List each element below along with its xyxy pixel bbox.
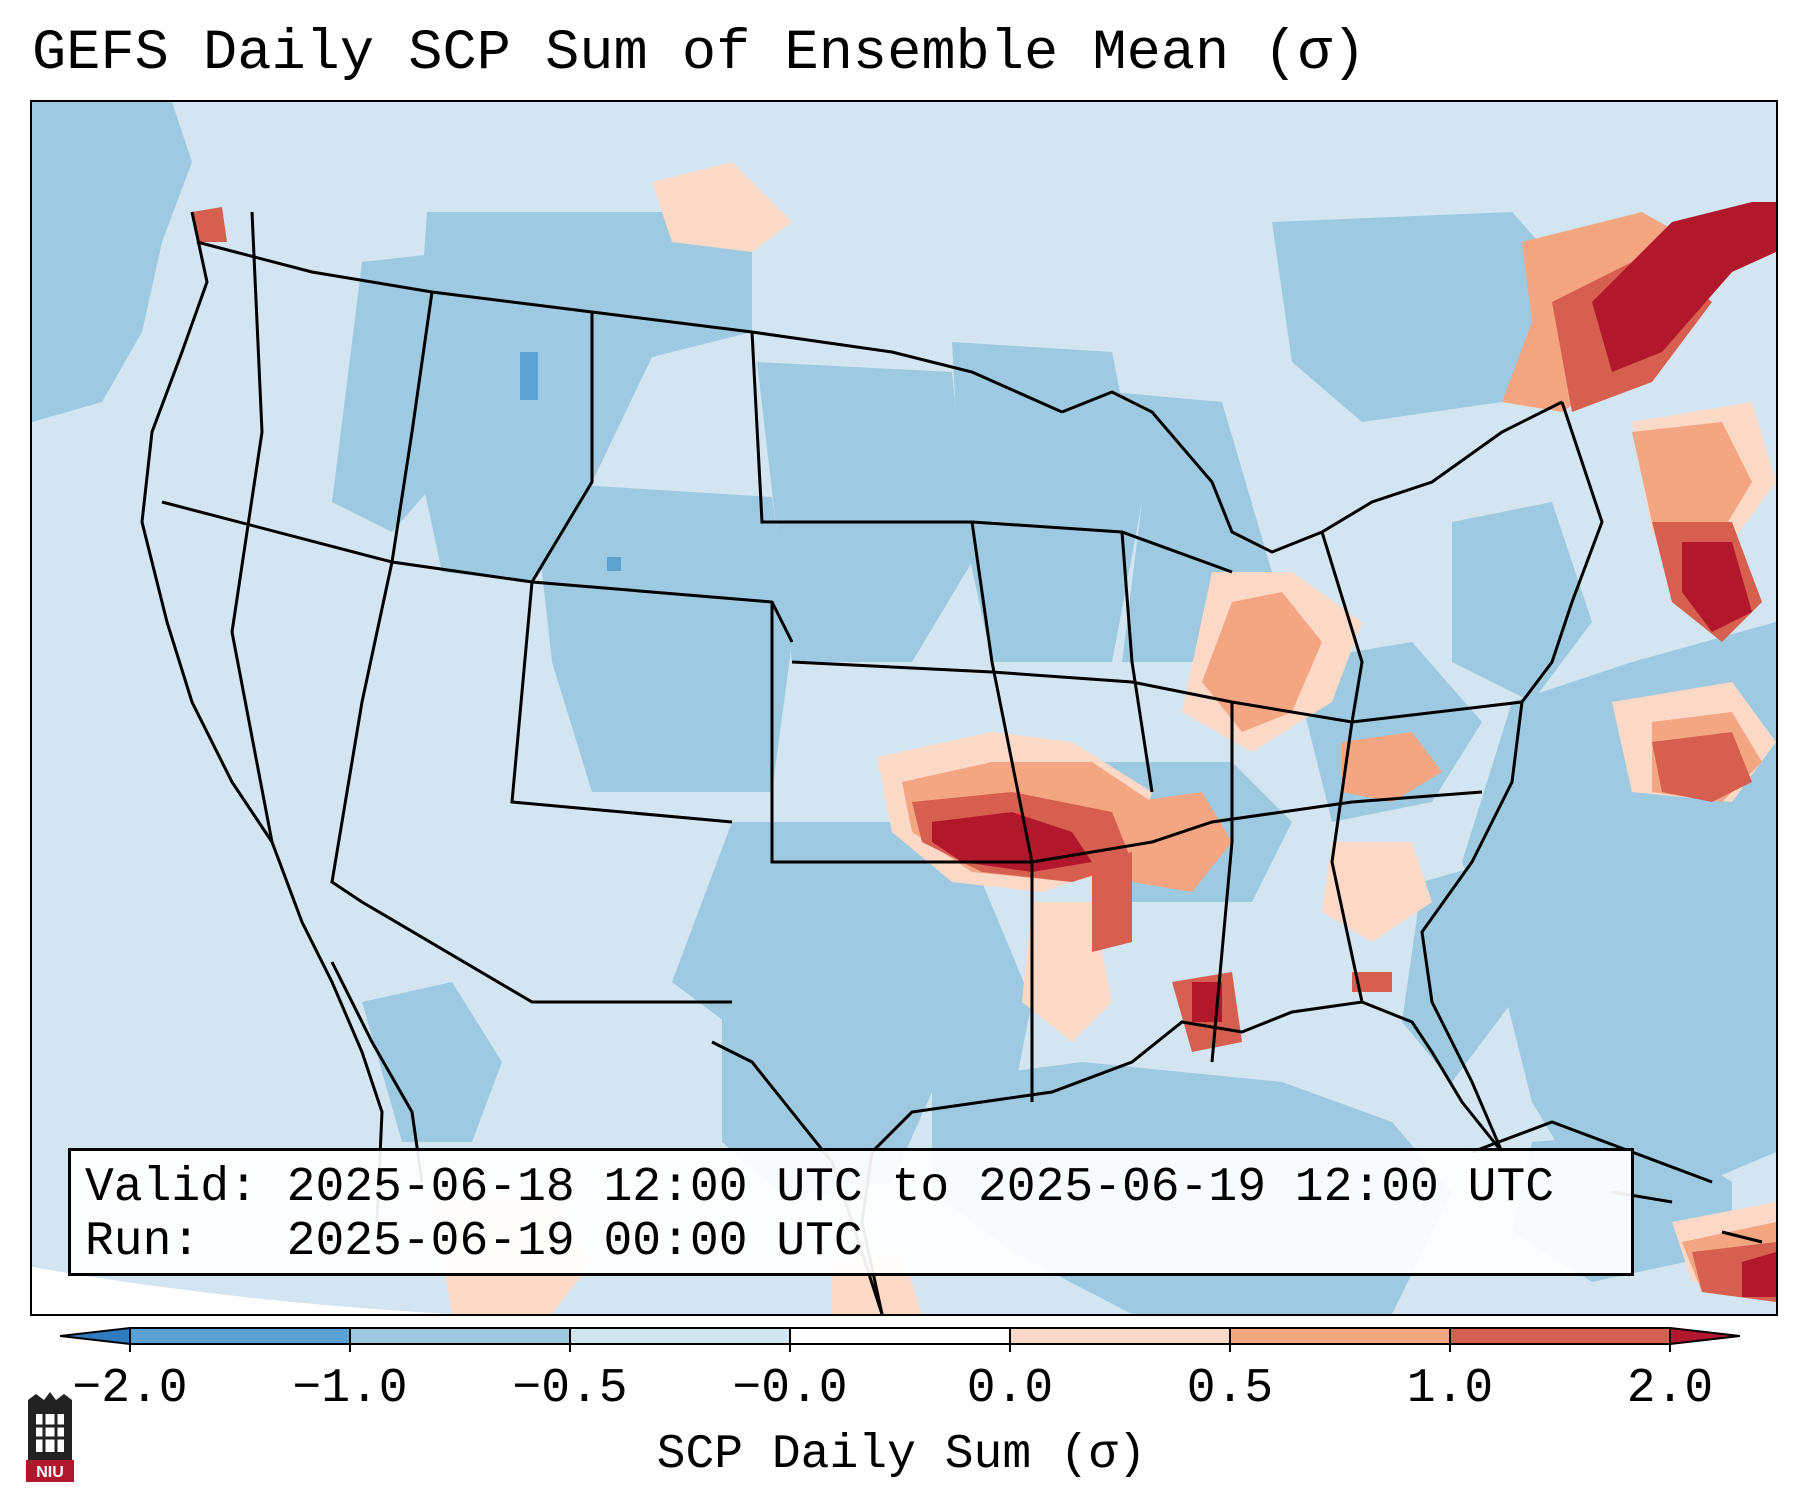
colorbar-extend-low	[60, 1328, 130, 1344]
chart-title: GEFS Daily SCP Sum of Ensemble Mean (σ)	[32, 22, 1367, 86]
colorbar-tick-label: −2.0	[72, 1362, 188, 1416]
map-canvas	[32, 102, 1776, 1314]
run-label: Run:	[85, 1215, 201, 1269]
strong-negative-fill	[520, 352, 621, 571]
colorbar-tick-label: 0.5	[1186, 1362, 1274, 1416]
colorbar-segment	[350, 1328, 571, 1344]
map-boundaries	[140, 211, 1604, 1314]
colorbar-label: SCP Daily Sum (σ)	[656, 1428, 1147, 1482]
colorbar-outline	[60, 1327, 1740, 1345]
colorbar-extend-high	[1670, 1328, 1740, 1344]
run-value: 2025-06-19 00:00 UTC	[286, 1215, 863, 1269]
extreme-positive-fill	[932, 202, 1776, 1297]
projection-edge	[32, 1267, 452, 1314]
colorbar-segment	[1450, 1328, 1671, 1344]
colorbar-tick-label: −0.5	[512, 1362, 628, 1416]
logo-text: NIU	[36, 1464, 64, 1481]
colorbar-segment	[130, 1328, 351, 1344]
colorbar-segment	[1230, 1328, 1451, 1344]
colorbar	[60, 1327, 1740, 1352]
valid-value: 2025-06-18 12:00 UTC to 2025-06-19 12:00…	[286, 1161, 1555, 1215]
colorbar-tick-label: 2.0	[1626, 1362, 1714, 1416]
valid-label: Valid:	[85, 1161, 258, 1215]
info-box: Valid: 2025-06-18 12:00 UTC to 2025-06-1…	[68, 1148, 1634, 1276]
colorbar-segment	[1010, 1328, 1231, 1344]
colorbar-segment	[790, 1328, 1011, 1344]
map-frame: Valid: 2025-06-18 12:00 UTC to 2025-06-1…	[30, 100, 1778, 1316]
colorbar-segment	[570, 1328, 791, 1344]
colorbar-tick-label: 1.0	[1406, 1362, 1494, 1416]
colorbar-tick-label: −0.0	[732, 1362, 848, 1416]
niu-logo-icon: NIU	[26, 1392, 74, 1482]
colorbar-tick-label: −1.0	[292, 1362, 408, 1416]
colorbar-tick-label: 0.0	[966, 1362, 1054, 1416]
